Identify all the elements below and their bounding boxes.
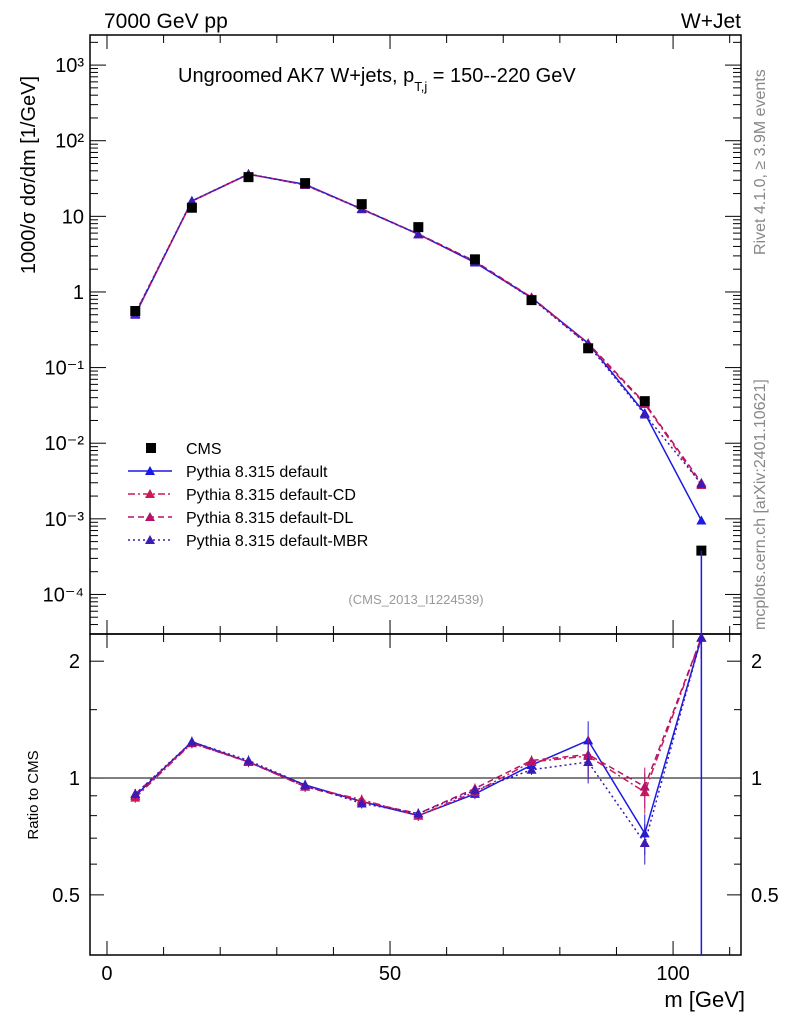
- y-axis-label: 1000/σ dσ/dm [1/GeV]: [18, 76, 40, 274]
- legend-marker-0: [145, 466, 155, 475]
- analysis-id: (CMS_2013_I1224539): [348, 592, 483, 607]
- series-point-3: [639, 409, 650, 419]
- data-point: [130, 306, 141, 317]
- ratio-point-3: [243, 755, 254, 765]
- ratio-tick-label: 0.5: [52, 885, 80, 907]
- legend-label-data: CMS: [186, 441, 222, 458]
- header-process: W+Jet: [681, 10, 741, 33]
- data-point: [639, 396, 650, 407]
- data-point: [469, 254, 480, 265]
- ratio-point-3: [413, 808, 424, 818]
- series-line-3: [134, 173, 702, 485]
- legend-marker-1: [145, 489, 155, 498]
- ratio-point-3: [583, 756, 594, 766]
- x-axis-label: m [GeV]: [664, 987, 745, 1012]
- data-point: [243, 172, 254, 183]
- series-point-3: [413, 229, 424, 239]
- ratio-y-axis-label: Ratio to CMS: [25, 750, 42, 839]
- data-point: [526, 295, 537, 306]
- series-point-3: [186, 195, 197, 205]
- series-line-2: [134, 173, 702, 484]
- ratio-tick-label: 2: [69, 651, 80, 673]
- series-line-1: [134, 173, 702, 486]
- main-series-group: [130, 168, 707, 634]
- legend-label-3: Pythia 8.315 default-MBR: [186, 533, 368, 550]
- y-tick-label: 10⁻¹: [45, 358, 85, 380]
- ratio-point-3: [356, 798, 367, 808]
- chart-title-main: Ungroomed AK7 W+jets, p: [178, 65, 414, 87]
- ratio-plot-frame: [89, 633, 742, 956]
- legend-marker-2: [145, 512, 155, 521]
- chart-title-subscript: T,j: [414, 79, 427, 94]
- ratio-point-3: [526, 764, 537, 774]
- x-tick-label: 50: [379, 963, 401, 985]
- ratio-tick-label-right: 1: [751, 768, 762, 790]
- ratio-point-2: [639, 781, 650, 791]
- data-point: [300, 178, 311, 189]
- header-energy: 7000 GeV pp: [104, 10, 228, 33]
- ratio-point-3: [186, 736, 197, 746]
- data-point: [583, 343, 594, 354]
- legend-marker-data: [146, 443, 156, 453]
- series-point-0: [696, 515, 707, 525]
- axes-group: 10⁻⁴ 10⁻³ 10⁻² 10⁻¹ 1 10 10² 10³ 0 50 100 0.5 0.5 1 1 2…: [43, 35, 779, 985]
- legend-label-1: Pythia 8.315 default-CD: [186, 487, 356, 504]
- ratio-line-1: [134, 637, 703, 817]
- legend: CMS Pythia 8.315 default Pythia 8.315 defa…: [128, 441, 368, 550]
- ratio-point-3: [300, 779, 311, 789]
- y-tick-label: 10³: [55, 55, 84, 77]
- y-tick-label: 1: [73, 282, 84, 304]
- legend-label-0: Pythia 8.315 default: [186, 464, 328, 481]
- y-tick-label: 10⁻⁴: [43, 584, 84, 606]
- ratio-tick-label: 1: [69, 768, 80, 790]
- chart-title: Ungroomed AK7 W+jets, pT,j = 150--220 Ge…: [178, 65, 576, 94]
- legend-marker-3: [145, 535, 155, 544]
- y-tick-label: 10²: [55, 131, 84, 153]
- y-tick-label: 10⁻²: [45, 433, 85, 455]
- x-tick-label: 100: [656, 963, 689, 985]
- x-tick-label: 0: [101, 963, 112, 985]
- ratio-point-3: [469, 785, 480, 795]
- rivet-version-label: Rivet 4.1.0, ≥ 3.9M events: [752, 69, 769, 255]
- mcplots-credit-label: mcplots.cern.ch [arXiv:2401.10621]: [752, 379, 769, 630]
- data-point: [186, 202, 197, 213]
- ratio-point-2: [526, 755, 537, 765]
- ratio-tick-label-right: 2: [751, 651, 762, 673]
- ratio-point-3: [639, 838, 650, 848]
- ratio-series-group: [130, 632, 707, 955]
- data-point: [413, 222, 424, 233]
- y-tick-label: 10⁻³: [45, 509, 85, 531]
- ratio-line-0: [134, 637, 703, 836]
- chart-title-tail: = 150--220 GeV: [427, 65, 576, 87]
- y-tick-label: 10: [62, 206, 84, 228]
- ratio-tick-label-right: 0.5: [751, 885, 779, 907]
- ratio-point-3: [130, 788, 141, 798]
- series-point-3: [696, 478, 707, 488]
- data-point: [356, 199, 367, 210]
- legend-label-2: Pythia 8.315 default-DL: [186, 510, 353, 527]
